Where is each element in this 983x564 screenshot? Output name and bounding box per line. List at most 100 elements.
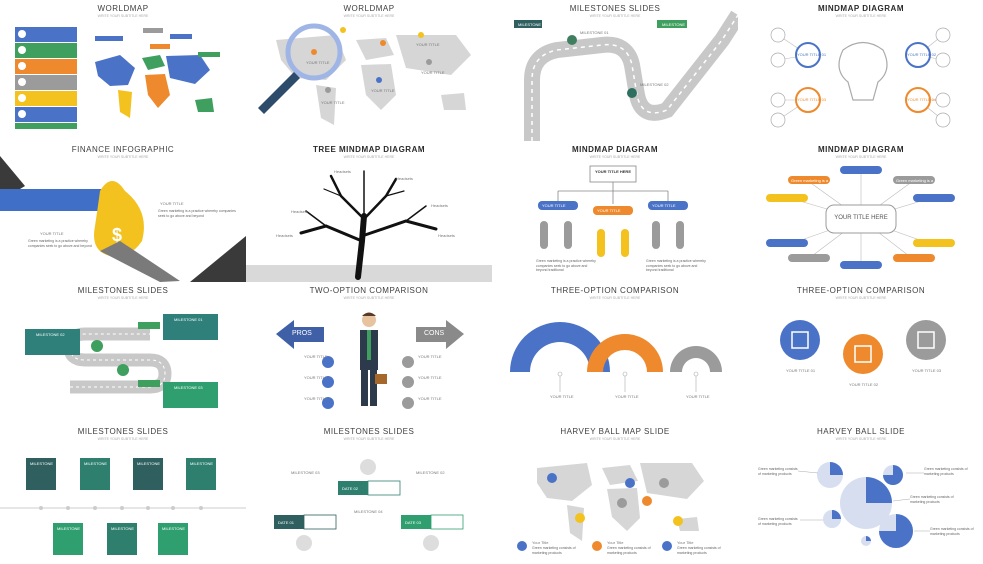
harvey-map-graphic [517,463,704,551]
slide-subtitle: WRITE YOUR SUBTITLE HERE [343,155,395,159]
slide-title: WORLDMAP [97,4,149,13]
pin-label: YOUR TITLE [421,70,445,75]
comparison-graphic [276,312,464,409]
option-title: YOUR TITLE 01 [786,368,816,373]
slide-subtitle: WRITE YOUR SUBTITLE HERE [343,14,395,18]
harvey-ball-label: Green marketing consists of marketing pr… [758,467,798,476]
circles-graphic [780,320,946,374]
milestone-label: MILESTONE 03 [291,470,320,475]
harvey-balls-graphic [797,462,930,548]
slide-subtitle: WRITE YOUR SUBTITLE HERE [589,14,641,18]
slide-subtitle: WRITE YOUR SUBTITLE HERE [97,14,149,18]
slide-mindmap-brain[interactable]: MINDMAP DIAGRAM WRITE YOUR SUBTITLE HERE… [738,0,983,141]
harvey-legend-title: Your Title [677,540,694,545]
milestone-box: MILESTONE 01 [174,317,203,322]
org-graphic [538,165,688,257]
slide-two-option-comparison[interactable]: TWO-OPTION COMPARISON WRITE YOUR SUBTITL… [246,282,492,423]
finance-item-body: Green marketing is a practice whereby co… [28,239,92,248]
milestone-box: MILESTONE [57,526,81,531]
slide-three-option-arcs[interactable]: THREE-OPTION COMPARISON WRITE YOUR SUBTI… [492,282,738,423]
slide-title: TWO-OPTION COMPARISON [309,286,429,295]
option-title: YOUR TITLE [686,394,710,399]
mindmap-center: YOUR TITLE 03 [797,97,827,102]
milestone-label: MILESTONE 01 [580,30,609,35]
slide-worldmap-list[interactable]: WORLDMAP WRITE YOUR SUBTITLE HERE [0,0,246,141]
slide-title: WORLDMAP [343,4,395,13]
winding-road-graphic [25,314,218,408]
slide-tree-mindmap[interactable]: TREE MINDMAP DIAGRAM WRITE YOUR SUBTITLE… [246,141,492,282]
slide-title: THREE-OPTION COMPARISON [550,286,680,295]
slide-title: HARVEY BALL MAP SLIDE [560,427,670,436]
slide-title: TREE MINDMAP DIAGRAM [312,145,426,154]
slide-milestones-timeline[interactable]: MILESTONES SLIDES WRITE YOUR SUBTITLE HE… [0,423,246,564]
milestone-label: MILESTONE 02 [416,470,445,475]
tree-leaf-label: Headsets [431,203,448,208]
harvey-legend-body: Green marketing consists of marketing pr… [532,546,576,555]
cons-label: CONS [424,330,445,337]
slide-three-option-circles[interactable]: THREE-OPTION COMPARISON WRITE YOUR SUBTI… [738,282,983,423]
tree-leaf-label: Headsets [291,209,308,214]
slide-title: MINDMAP DIAGRAM [571,145,658,154]
tree-leaf-label: Headsets [276,233,293,238]
comparison-item: YOUR TITLE [418,396,442,401]
slide-title: MILESTONES SLIDES [77,427,169,436]
tree-graphic [246,170,492,282]
radial-center: YOUR TITLE HERE [834,215,888,221]
slide-milestones-dates[interactable]: MILESTONES SLIDES WRITE YOUR SUBTITLE HE… [246,423,492,564]
slide-subtitle: WRITE YOUR SUBTITLE HERE [835,296,887,300]
tree-leaf-label: Headsets [396,176,413,181]
harvey-legend-title: Your Title [607,540,624,545]
worldmap-graphic [258,23,471,125]
tree-leaf-label: Headsets [334,169,351,174]
milestone-label: MILESTONE 02 [640,82,669,87]
slide-mindmap-org[interactable]: MINDMAP DIAGRAM WRITE YOUR SUBTITLE HERE… [492,141,738,282]
milestone-box: MILESTONE [190,461,214,466]
finance-item-title: YOUR TITLE [160,201,184,206]
date-label: DATE 03 [405,520,421,525]
org-body: Green marketing is a practice whereby co… [536,259,596,272]
slide-worldmap-magnifier[interactable]: WORLDMAP WRITE YOUR SUBTITLE HERE YOUR T… [246,0,492,141]
slide-subtitle: WRITE YOUR SUBTITLE HERE [97,437,149,441]
slide-harvey-ball[interactable]: HARVEY BALL SLIDE WRITE YOUR SUBTITLE HE… [738,423,983,564]
slide-title: THREE-OPTION COMPARISON [796,286,926,295]
org-body: Green marketing is a practice whereby co… [646,259,706,272]
slide-subtitle: WRITE YOUR SUBTITLE HERE [835,155,887,159]
milestone-flag: MILESTONE [518,22,542,27]
pin-label: YOUR TITLE [306,60,330,65]
slide-harvey-ball-map[interactable]: HARVEY BALL MAP SLIDE WRITE YOUR SUBTITL… [492,423,738,564]
option-title: YOUR TITLE [550,394,574,399]
timeline-graphic [0,458,246,555]
milestone-flag: MILESTONE [662,22,686,27]
slide-title: MILESTONES SLIDES [323,427,415,436]
option-title: YOUR TITLE [615,394,639,399]
option-title: YOUR TITLE 02 [849,382,879,387]
slide-subtitle: WRITE YOUR SUBTITLE HERE [835,14,887,18]
mindmap-center: YOUR TITLE 01 [797,52,827,57]
svg-text:$: $ [112,225,122,245]
slide-title: HARVEY BALL SLIDE [817,427,905,436]
org-center: YOUR TITLE HERE [594,169,631,174]
pin-label: YOUR TITLE [371,88,395,93]
slide-title: MINDMAP DIAGRAM [817,145,904,154]
slide-subtitle: WRITE YOUR SUBTITLE HERE [835,437,887,441]
slide-title: MINDMAP DIAGRAM [817,4,904,13]
option-title: YOUR TITLE 03 [912,368,942,373]
radial-leaf: Green marketing is a [896,178,934,183]
slide-milestones-winding[interactable]: MILESTONES SLIDES WRITE YOUR SUBTITLE HE… [0,282,246,423]
slide-finance-infographic[interactable]: FINANCE INFOGRAPHIC WRITE YOUR SUBTITLE … [0,141,246,282]
finance-item-body: Green marketing is a practice whereby co… [158,209,236,218]
radial-leaf: Green marketing is a [791,178,829,183]
slide-milestones-road[interactable]: MILESTONES SLIDES WRITE YOUR SUBTITLE HE… [492,0,738,141]
money-bag-graphic: $ [0,156,246,282]
harvey-legend-body: Green marketing consists of marketing pr… [607,546,651,555]
slide-subtitle: WRITE YOUR SUBTITLE HERE [589,437,641,441]
road-graphic [514,10,738,141]
pin-label: YOUR TITLE [321,100,345,105]
slide-title: MILESTONES SLIDES [77,286,169,295]
slide-title: FINANCE INFOGRAPHIC [71,145,175,154]
org-branch: YOUR TITLE [542,203,566,208]
slide-mindmap-radial[interactable]: MINDMAP DIAGRAM WRITE YOUR SUBTITLE HERE… [738,141,983,282]
harvey-legend-body: Green marketing consists of marketing pr… [677,546,721,555]
brain-graphic [770,27,951,128]
